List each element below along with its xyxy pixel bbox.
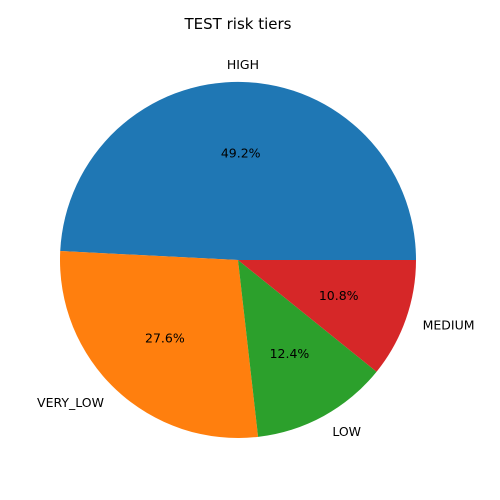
pie-slice-low bbox=[238, 260, 377, 437]
pie-pct-label-high: 49.2% bbox=[221, 146, 261, 161]
pie-pct-label-very-low: 27.6% bbox=[145, 330, 185, 345]
pie-category-label-high: HIGH bbox=[227, 57, 259, 72]
pie-pct-label-medium: 10.8% bbox=[319, 288, 359, 303]
pie-slice-medium bbox=[238, 260, 416, 372]
pie-category-label-very-low: VERY_LOW bbox=[37, 395, 104, 410]
chart-title: TEST risk tiers bbox=[184, 15, 292, 33]
pie-category-label-low: LOW bbox=[332, 424, 361, 439]
pie-slice-high bbox=[60, 81, 417, 260]
pie-pct-label-low: 12.4% bbox=[270, 346, 310, 361]
pie-slice-very-low bbox=[59, 251, 259, 438]
pie-category-label-medium: MEDIUM bbox=[423, 318, 475, 333]
pie-slices bbox=[59, 81, 417, 438]
pie-labels: 49.2% HIGH 27.6% VERY_LOW 12.4% LOW 10.8% MEDIU… bbox=[37, 57, 475, 439]
